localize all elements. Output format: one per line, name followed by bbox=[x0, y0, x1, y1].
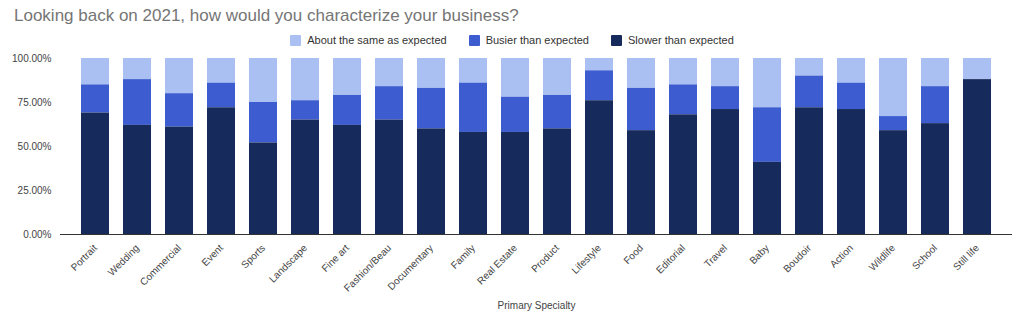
html-text:Slower than expected: Slower than expected bbox=[628, 34, 734, 46]
svg-text:100.00%: 100.00% bbox=[12, 53, 52, 64]
svg-text:Sports: Sports bbox=[239, 242, 267, 270]
svg-text:25.00%: 25.00% bbox=[18, 185, 52, 196]
svg-text:Still life: Still life bbox=[951, 242, 981, 272]
svg-text:50.00%: 50.00% bbox=[18, 141, 52, 152]
html-text:Looking back on 2021, how woul: Looking back on 2021, how would you char… bbox=[14, 6, 519, 25]
svg-text:Wildlife: Wildlife bbox=[867, 242, 898, 273]
svg-text:Baby: Baby bbox=[747, 242, 771, 266]
svg-text:Editorial: Editorial bbox=[654, 242, 687, 275]
svg-text:Documentary: Documentary bbox=[385, 242, 435, 292]
svg-text:Wedding: Wedding bbox=[106, 242, 142, 278]
svg-text:School: School bbox=[910, 242, 939, 271]
svg-text:Family: Family bbox=[449, 242, 478, 271]
svg-text:Landscape: Landscape bbox=[267, 242, 310, 285]
svg-text:Food: Food bbox=[621, 242, 645, 266]
svg-text:Action: Action bbox=[828, 242, 855, 269]
svg-text:Travel: Travel bbox=[702, 242, 729, 269]
svg-text:Event: Event bbox=[199, 242, 225, 268]
svg-text:Portrait: Portrait bbox=[69, 242, 100, 273]
svg-text:Product: Product bbox=[529, 242, 561, 274]
svg-text:Fashion/Beau: Fashion/Beau bbox=[342, 242, 393, 293]
svg-text:Fine art: Fine art bbox=[319, 242, 351, 274]
html-text:About the same as expected: About the same as expected bbox=[307, 34, 447, 46]
svg-text:Real Estate: Real Estate bbox=[475, 242, 520, 287]
svg-text:Boudoir: Boudoir bbox=[781, 242, 814, 275]
svg-text:75.00%: 75.00% bbox=[18, 97, 52, 108]
html-text:Busier than expected: Busier than expected bbox=[485, 34, 589, 46]
svg-text:Lifestyle: Lifestyle bbox=[569, 242, 603, 276]
svg-text:0.00%: 0.00% bbox=[23, 229, 51, 240]
svg-text:Primary Specialty: Primary Specialty bbox=[498, 300, 576, 311]
svg-text:Commercial: Commercial bbox=[138, 242, 183, 287]
